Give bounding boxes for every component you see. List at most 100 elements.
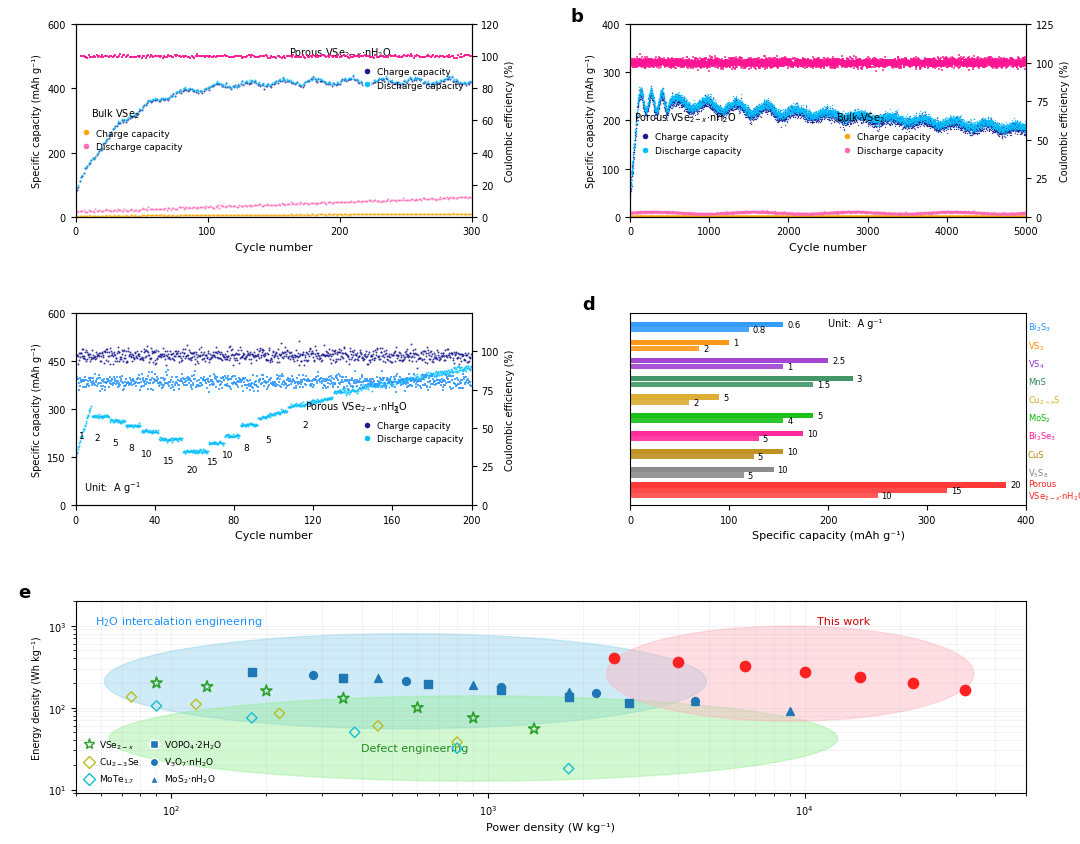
Point [718,55,735,68]
Point [167,349,185,362]
Point [873,210,890,224]
Point [997,210,1014,224]
Point [1004,119,1022,133]
Point [244,209,261,223]
Point [643,210,660,224]
Point [667,210,685,224]
Point [357,344,375,358]
Point [764,106,781,120]
Point [683,105,700,118]
Point [799,210,816,224]
Point [984,208,1001,221]
Point [937,206,955,219]
Point [98,203,116,217]
Point [649,108,666,122]
Point [658,210,675,224]
Point [984,59,1001,73]
Point [634,88,651,101]
Point [694,100,712,114]
Point [667,206,685,219]
Point [818,57,835,70]
Point [897,121,915,134]
Point [665,95,683,108]
Point [964,120,982,133]
Point [955,122,972,136]
Point [786,99,804,112]
Point [672,91,689,105]
Point [810,108,827,122]
Point [802,59,820,73]
Point [723,99,740,112]
Point [804,210,821,224]
Point [766,205,783,219]
Point [79,160,96,174]
Point [943,57,960,71]
Point [833,210,850,224]
Point [796,210,813,224]
Point [727,103,744,116]
Point [640,210,658,224]
Point [839,210,856,224]
Point [950,57,968,71]
Point [1011,58,1028,72]
Point [766,99,783,112]
Point [662,93,679,106]
Point [713,207,730,220]
Point [786,208,804,222]
Point [772,53,789,67]
Point [808,60,825,73]
Point [430,376,447,390]
Point [330,196,348,209]
Point [146,425,163,439]
Point [184,209,201,223]
Point [880,114,897,127]
Point [846,210,863,224]
Point [643,57,660,71]
Point [747,206,765,219]
Point [691,60,708,73]
Point [253,411,270,425]
Point [974,117,991,131]
Point [910,57,928,70]
Point [684,105,701,118]
Point [807,210,824,224]
Point [951,118,969,132]
Point [823,210,840,224]
Point [974,207,991,220]
Point [999,210,1016,224]
Point [895,208,913,221]
Point [626,133,644,147]
Point [726,96,743,110]
Point [681,60,699,73]
Point [899,117,916,131]
Point [416,371,433,384]
Point [882,113,900,127]
Point [733,210,751,224]
Point [923,210,941,224]
Point [435,75,453,89]
Point [382,376,400,389]
Point [996,210,1013,224]
Point [635,207,652,220]
Point [804,57,821,70]
Point [683,100,700,114]
Point [404,355,421,369]
Point [699,211,716,225]
Point [969,207,986,220]
Point [959,120,976,133]
Point [923,57,941,70]
Point [816,207,834,220]
Point [859,115,876,128]
Point [921,58,939,72]
Point [367,344,384,357]
Point [873,115,890,128]
Point [665,91,683,105]
Point [656,57,673,70]
Point [900,210,917,224]
Point [835,117,852,131]
Point [835,206,852,219]
Point [818,57,835,71]
Point [921,207,939,220]
Point [828,54,846,68]
Point [989,121,1007,134]
